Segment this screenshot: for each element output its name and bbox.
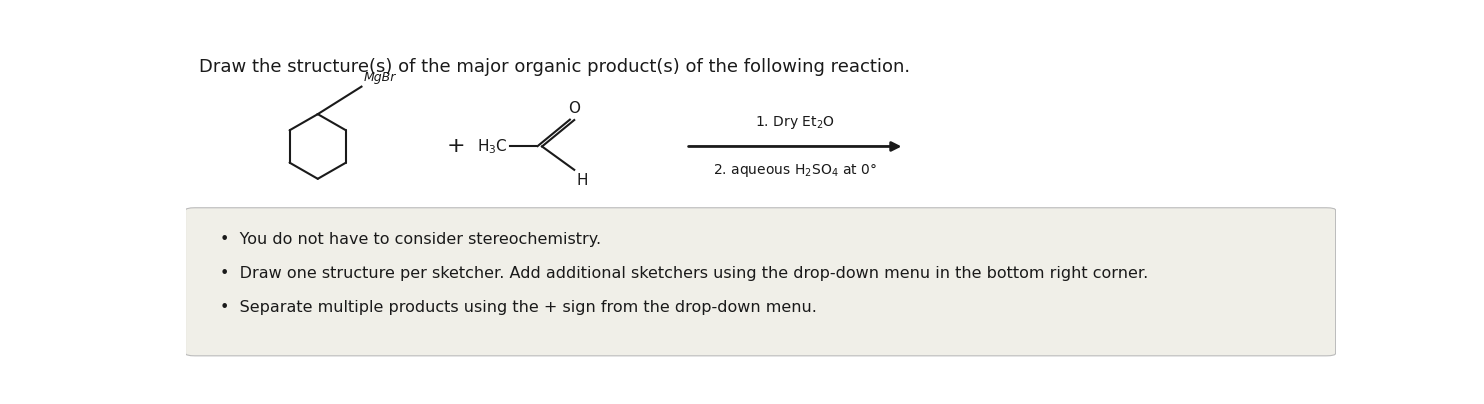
FancyBboxPatch shape [186, 208, 1336, 356]
Text: •  Separate multiple products using the + sign from the drop-down menu.: • Separate multiple products using the +… [220, 301, 816, 316]
Text: Draw the structure(s) of the major organic product(s) of the following reaction.: Draw the structure(s) of the major organ… [199, 58, 910, 76]
Text: +: + [447, 137, 464, 156]
Text: •  Draw one structure per sketcher. Add additional sketchers using the drop-down: • Draw one structure per sketcher. Add a… [220, 266, 1149, 281]
Text: O: O [568, 101, 580, 116]
Text: •  You do not have to consider stereochemistry.: • You do not have to consider stereochem… [220, 232, 601, 247]
Text: MgBr: MgBr [364, 71, 396, 84]
Text: 1. Dry Et$_2$O: 1. Dry Et$_2$O [755, 114, 835, 131]
Text: 2. aqueous H$_2$SO$_4$ at 0°: 2. aqueous H$_2$SO$_4$ at 0° [712, 162, 877, 179]
Text: H$_3$C: H$_3$C [476, 137, 508, 156]
Text: H: H [577, 173, 588, 188]
